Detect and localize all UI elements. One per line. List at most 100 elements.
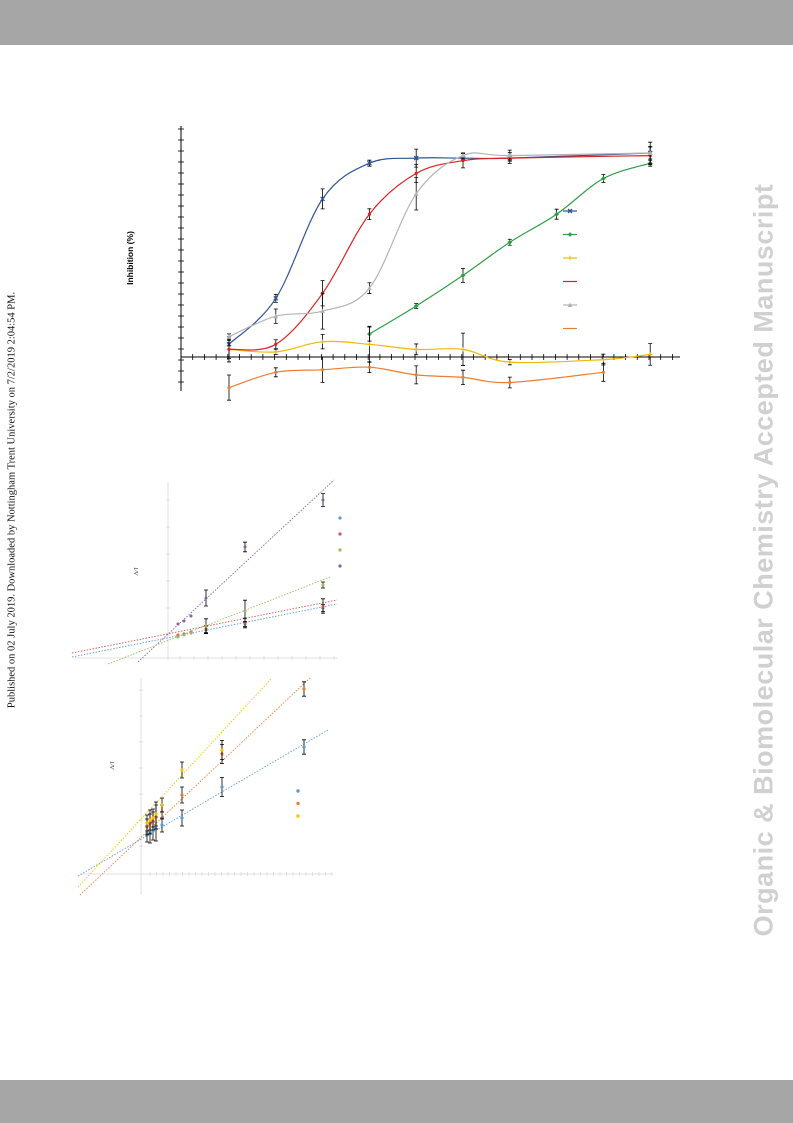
chart2-ylabel: 1/V xyxy=(132,567,138,577)
chart2-data-point xyxy=(204,596,208,600)
header-band xyxy=(0,0,793,45)
chart1-series-6 xyxy=(227,356,606,401)
chart1-legend-marker xyxy=(567,255,573,261)
chart1-data-point xyxy=(321,368,325,372)
chart3-legend-marker xyxy=(296,814,300,818)
chart1-data-point xyxy=(273,349,278,355)
chart2-data-point xyxy=(321,498,325,502)
chart3-data-point xyxy=(151,816,155,820)
chart1-data-point xyxy=(460,273,466,278)
chart2-trend-line xyxy=(107,576,331,665)
chart2-trend-line xyxy=(71,603,338,658)
chart2-series-3 xyxy=(107,548,342,665)
chart2-legend-marker xyxy=(338,516,342,520)
chart2-data-point xyxy=(182,633,186,637)
chart1-legend-item xyxy=(563,208,577,214)
chart1-data-point xyxy=(507,359,512,365)
chart2-data-point xyxy=(189,631,193,635)
chart1-series-line xyxy=(228,152,651,338)
chart3-data-point xyxy=(148,818,152,822)
chart2-legend-marker xyxy=(338,564,342,568)
chart2-data-point xyxy=(321,604,325,608)
chart3-data-point xyxy=(180,816,184,820)
chart1-data-point xyxy=(461,375,465,379)
chart1-data-point xyxy=(460,153,466,158)
chart1-data-point xyxy=(320,196,326,202)
chart2-data-point xyxy=(243,545,247,549)
footer-band xyxy=(0,1080,793,1123)
chart1-data-point xyxy=(414,373,418,377)
chart3-trend-line xyxy=(77,677,273,888)
chart1-legend-marker xyxy=(567,208,573,214)
chart3-series-3 xyxy=(77,677,300,888)
chart1-data-point xyxy=(460,347,466,352)
chart1-data-point xyxy=(507,239,513,245)
chart1-legend-marker xyxy=(567,232,573,237)
chart1-series-5 xyxy=(226,141,653,340)
chart1-data-point xyxy=(320,339,325,344)
chart1-data-point xyxy=(601,357,606,362)
chart1-data-point xyxy=(508,380,512,385)
chart1-data-point xyxy=(274,370,278,374)
chart2-data-point xyxy=(243,609,247,613)
chart3-data-point xyxy=(180,768,184,772)
chart1-data-point xyxy=(367,342,372,347)
chart3-data-point xyxy=(160,823,164,827)
chart1-data-point xyxy=(414,171,418,175)
chart1-data-point xyxy=(367,365,371,369)
chart2-data-point xyxy=(176,622,180,626)
chart3-trend-line xyxy=(79,677,311,896)
chart1-data-point xyxy=(554,211,559,217)
chart3-legend-marker xyxy=(296,789,300,793)
chart1-data-point xyxy=(227,347,231,351)
chart3-data-point xyxy=(220,785,224,789)
chart2-axes xyxy=(75,482,338,660)
chart3-data-point xyxy=(302,745,306,749)
chart1-data-point xyxy=(647,150,653,155)
chart1-legend-marker xyxy=(567,302,573,307)
chart1-data-point xyxy=(601,370,606,374)
chart1-data-point xyxy=(367,285,372,291)
chart2-trend-line xyxy=(137,479,335,663)
chart1-data-point xyxy=(461,159,465,163)
chart1-data-point xyxy=(227,386,231,390)
chart1-data-point xyxy=(274,342,278,346)
chart1-data-point xyxy=(273,295,279,301)
chart3-ylabel: 1/V xyxy=(108,761,114,771)
chart3-series-2 xyxy=(79,677,311,896)
chart3-data-point xyxy=(180,793,184,797)
chart1-data-point xyxy=(648,352,653,357)
chart1-data-point xyxy=(413,303,419,309)
chart1-data-point xyxy=(226,334,232,339)
chart3-legend-marker xyxy=(296,801,300,806)
chart1-legend-item xyxy=(563,232,577,237)
chart2-data-point xyxy=(176,635,180,639)
chart1-data-point xyxy=(507,153,513,158)
chart1-data-point xyxy=(413,155,419,161)
chart1-legend-item xyxy=(563,302,577,307)
chart1-data-point xyxy=(414,347,419,352)
chart2-data-point xyxy=(182,619,186,623)
chart1-legend xyxy=(563,208,577,330)
chart1-data-point xyxy=(366,160,372,166)
chart2-data-point xyxy=(189,614,193,618)
chart2-data-point xyxy=(204,624,208,628)
chart2-trend-line xyxy=(71,599,338,654)
chart2-legend-marker xyxy=(338,532,342,536)
chart1-data-point xyxy=(413,191,419,196)
chart2-series-4 xyxy=(137,479,342,663)
chart1-data-point xyxy=(367,212,371,216)
chart2-data-point xyxy=(243,621,247,625)
chart1-data-point xyxy=(320,308,325,314)
chart3-data-point xyxy=(302,687,306,691)
chart1-series-3 xyxy=(226,325,653,366)
chart2-data-point xyxy=(321,583,325,587)
chart3-data-point xyxy=(160,803,164,807)
chart3-data-point xyxy=(145,821,149,825)
chart3-trend-line xyxy=(77,729,329,877)
chart1-data-point xyxy=(601,176,606,181)
chart1-ylabel: Inhibition (%) xyxy=(125,231,135,285)
